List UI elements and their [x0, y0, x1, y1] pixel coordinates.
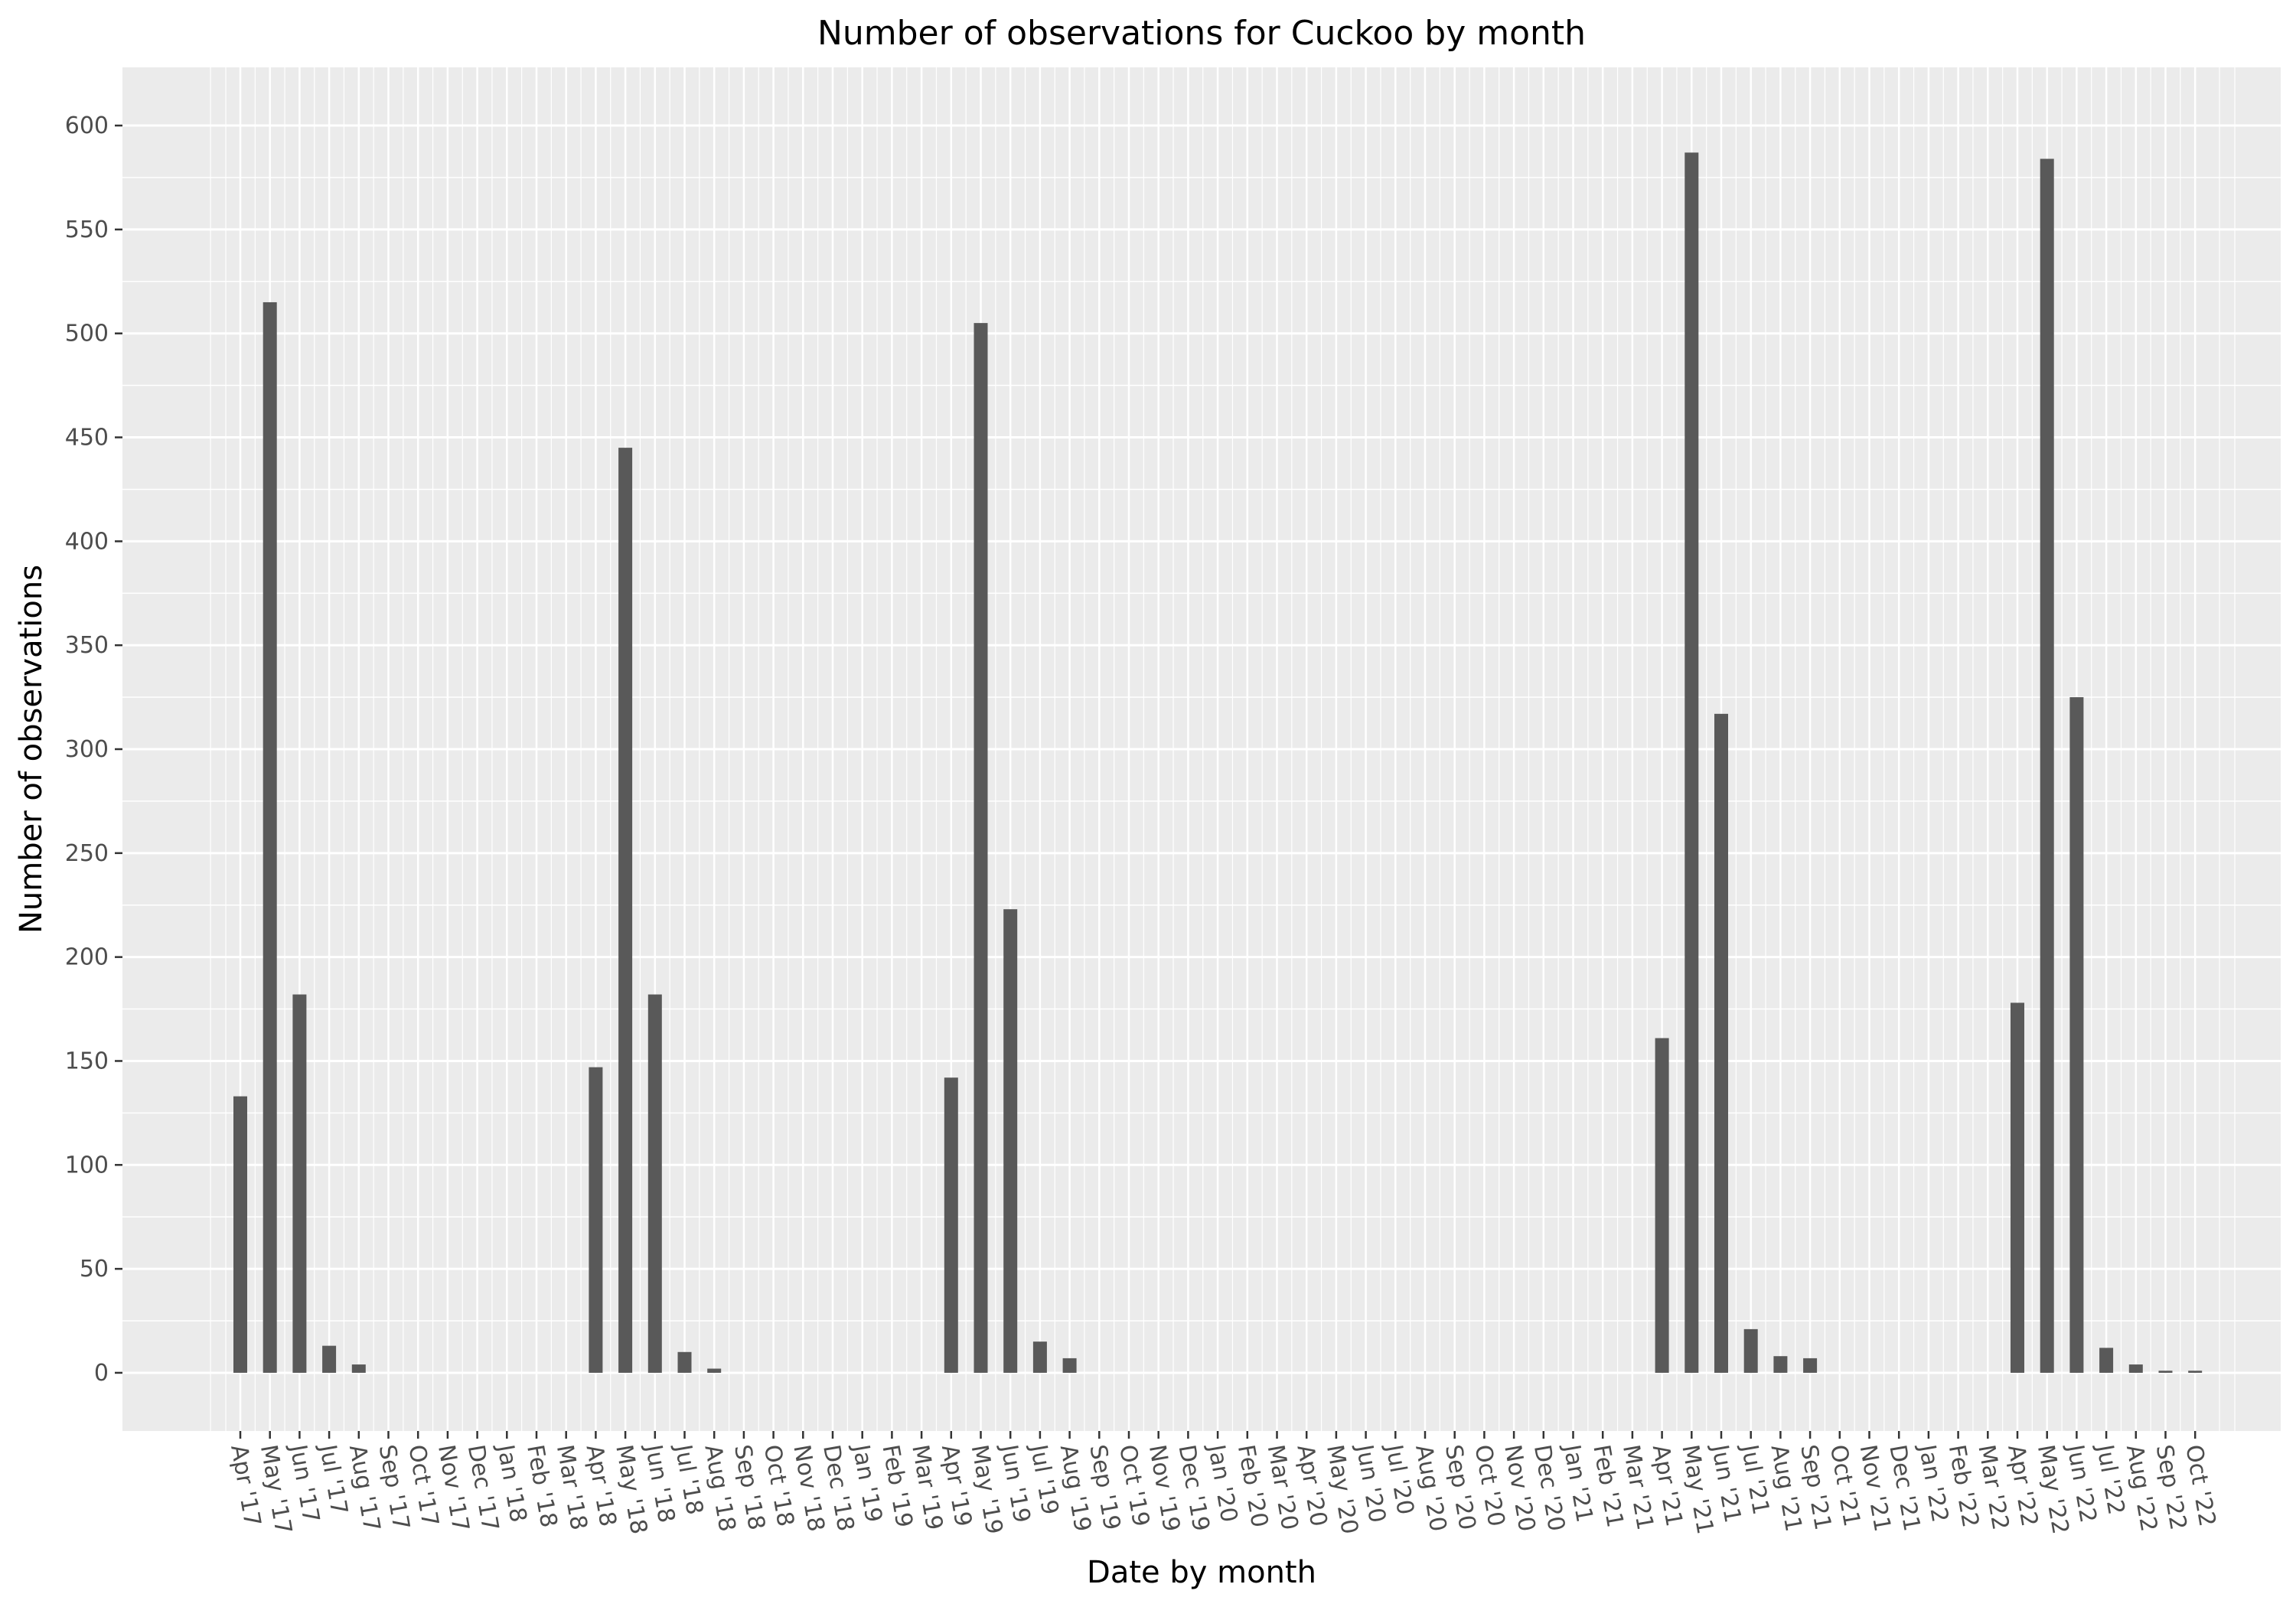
y-axis-title: Number of observations: [14, 565, 49, 934]
y-tick-label: 400: [65, 528, 109, 555]
bar: [647, 994, 662, 1373]
y-tick-label: 50: [80, 1256, 109, 1283]
y-tick-label: 500: [65, 321, 109, 347]
bar: [2040, 158, 2054, 1373]
y-tick-label: 250: [65, 840, 109, 867]
bar: [974, 323, 988, 1373]
bar: [1684, 152, 1699, 1373]
bar: [322, 1345, 337, 1373]
bar: [2011, 1002, 2024, 1373]
bar: [944, 1077, 958, 1373]
bar: [1062, 1358, 1077, 1373]
y-tick-label: 550: [65, 217, 109, 243]
bar: [233, 1096, 247, 1373]
bar: [351, 1364, 366, 1373]
y-tick-label: 100: [65, 1152, 109, 1178]
bar: [1655, 1038, 1669, 1373]
y-tick-label: 300: [65, 736, 109, 763]
y-tick-label: 200: [65, 944, 109, 971]
bar: [1803, 1358, 1818, 1373]
bar: [1714, 713, 1728, 1373]
y-tick-label: 600: [65, 112, 109, 139]
bar: [1032, 1341, 1047, 1373]
bar: [618, 448, 633, 1373]
chart-title: Number of observations for Cuckoo by mon…: [817, 14, 1586, 53]
y-tick-label: 0: [94, 1360, 109, 1387]
bar: [2099, 1348, 2114, 1373]
bar: [263, 302, 277, 1373]
bar: [1773, 1356, 1788, 1373]
bar: [2128, 1364, 2143, 1373]
bar: [2188, 1371, 2203, 1373]
bar: [707, 1368, 722, 1373]
y-axis: 0 50 100 150 200 250 300 350 400 450 500 550 600: [65, 112, 122, 1387]
bars: [233, 152, 2203, 1373]
bar: [677, 1351, 692, 1373]
bar: [589, 1067, 603, 1373]
bar: [2069, 697, 2084, 1373]
x-axis-title: Date by month: [1087, 1555, 1316, 1590]
y-tick-label: 450: [65, 425, 109, 451]
bar: [1743, 1328, 1758, 1373]
bar: [1003, 909, 1018, 1373]
y-tick-label: 350: [65, 632, 109, 659]
bar: [2158, 1371, 2173, 1373]
y-tick-label: 150: [65, 1048, 109, 1074]
bar: [292, 994, 307, 1373]
